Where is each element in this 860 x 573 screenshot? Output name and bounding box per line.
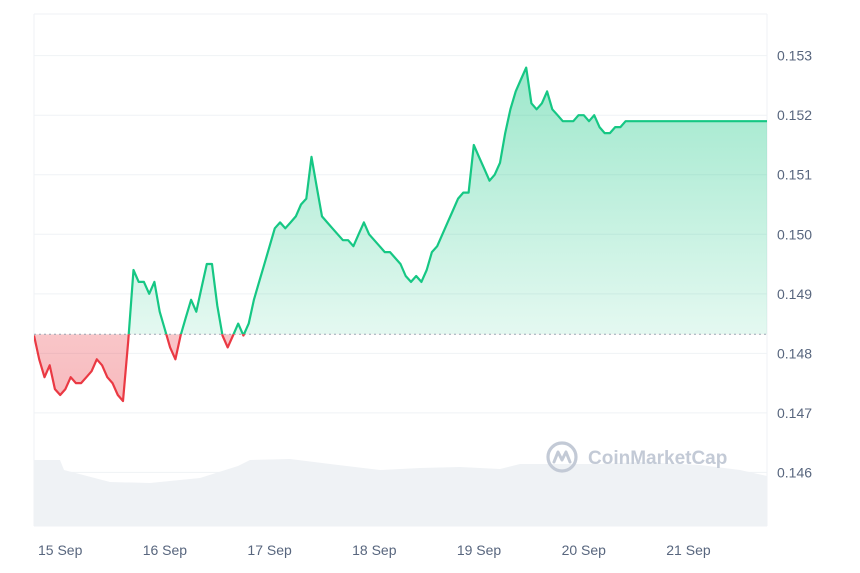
y-tick-label: 0.152	[777, 107, 812, 123]
y-tick-label: 0.150	[777, 226, 812, 242]
y-tick-label: 0.147	[777, 405, 812, 421]
x-tick-label: 16 Sep	[143, 542, 188, 558]
coinmarketcap-logo-icon	[546, 441, 578, 473]
x-tick-label: 19 Sep	[457, 542, 502, 558]
y-tick-label: 0.149	[777, 286, 812, 302]
y-tick-label: 0.151	[777, 167, 812, 183]
x-tick-label: 21 Sep	[666, 542, 711, 558]
area-fill-below-baseline	[34, 334, 767, 401]
y-axis-ticks: 0.146 0.147 0.148 0.149 0.150 0.151 0.152 0.153	[777, 48, 812, 481]
x-axis-ticks: 15 Sep 16 Sep 17 Sep 18 Sep 19 Sep 20 Sep 21 S…	[38, 542, 711, 558]
y-tick-label: 0.148	[777, 345, 812, 361]
y-tick-label: 0.153	[777, 48, 812, 64]
volume-area	[34, 459, 767, 526]
y-tick-label: 0.146	[777, 464, 812, 480]
x-tick-label: 15 Sep	[38, 542, 83, 558]
coinmarketcap-watermark: CoinMarketCap	[546, 441, 727, 473]
area-fill-above-baseline	[128, 67, 767, 335]
watermark-text: CoinMarketCap	[588, 448, 727, 469]
x-tick-label: 17 Sep	[247, 542, 292, 558]
price-line-above-baseline	[127, 66, 767, 335]
x-tick-label: 18 Sep	[352, 542, 397, 558]
axis-lines	[33, 13, 768, 527]
x-tick-label: 20 Sep	[562, 542, 607, 558]
